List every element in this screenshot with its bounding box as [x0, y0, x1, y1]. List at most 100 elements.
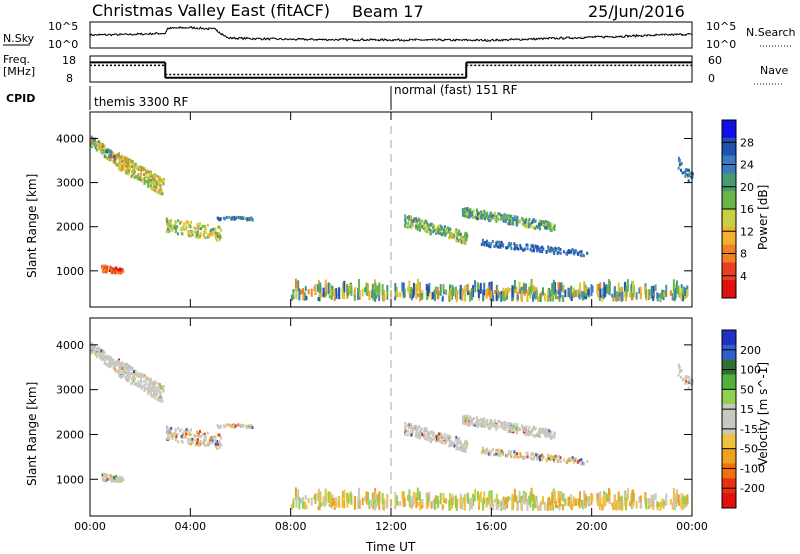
power-cell [542, 287, 545, 296]
power-cell [507, 217, 510, 221]
power-cell [497, 290, 500, 296]
power-cell [128, 165, 131, 169]
power-cell [219, 236, 222, 240]
velocity-cell [410, 495, 413, 503]
velocity-cell [157, 386, 160, 390]
velocity-cell [122, 368, 125, 372]
power-cell [234, 216, 237, 220]
velocity-cell [98, 354, 101, 358]
velocity-cell [432, 437, 435, 441]
nsky-label: N.Sky [3, 32, 35, 45]
velocity-cell [231, 424, 234, 428]
power-cell [461, 236, 464, 240]
velocity-cell [508, 450, 511, 454]
power-cell [432, 225, 435, 229]
nave-label: Nave [760, 64, 788, 77]
power-cell [504, 216, 507, 220]
nsky-line [89, 26, 691, 42]
power-cell [459, 232, 462, 236]
velocity-cell [686, 375, 689, 379]
power-cell [187, 221, 190, 225]
velocity-cell [519, 428, 522, 432]
power-cell [456, 229, 459, 233]
power-cell [497, 217, 500, 221]
velocity-cell [648, 497, 651, 506]
velocity-cell [140, 374, 143, 378]
velocity-cell [493, 452, 496, 456]
velocity-cell [147, 388, 150, 392]
power-cell [677, 156, 680, 160]
power-cell [492, 213, 495, 217]
power-cell [578, 293, 581, 300]
colorbar-tick-label: 15 [740, 403, 754, 416]
power-cell [465, 237, 468, 241]
velocity-cell [403, 497, 406, 506]
velocity-cell [481, 446, 484, 450]
power-cell [416, 227, 419, 231]
power-cell [408, 218, 411, 222]
velocity-cell [426, 499, 429, 510]
power-cell [476, 282, 479, 293]
velocity-cell [472, 494, 475, 507]
velocity-cell [562, 493, 565, 502]
power-cell [118, 155, 121, 159]
xtick-label: 08:00 [275, 520, 307, 533]
power-cell [409, 218, 412, 222]
velocity-cell [691, 379, 694, 383]
power-cell [375, 294, 378, 299]
velocity-cell [539, 502, 542, 511]
velocity-cell [170, 426, 173, 430]
power-cell [410, 215, 413, 219]
velocity-cell [673, 496, 676, 509]
velocity-cell [328, 503, 331, 507]
velocity-cell [461, 499, 464, 510]
power-cell [586, 288, 589, 293]
velocity-cell [570, 504, 573, 510]
velocity-cell [441, 504, 444, 509]
power-cell [403, 288, 406, 298]
power-cell [495, 292, 498, 302]
power-cell [203, 224, 206, 228]
velocity-cell [119, 479, 122, 483]
velocity-cell [465, 439, 468, 443]
velocity-cell [538, 429, 541, 433]
power-cell [652, 285, 655, 299]
velocity-cell [509, 452, 512, 456]
power-cell [514, 289, 517, 294]
power-cell [395, 286, 398, 295]
velocity-cell [158, 383, 161, 387]
power-cell [553, 227, 556, 231]
power-cell [109, 265, 112, 269]
velocity-cell [136, 371, 139, 375]
velocity-cell [122, 372, 125, 376]
velocity-cell [238, 424, 241, 428]
power-cell [343, 293, 346, 300]
power-cell [194, 230, 197, 234]
power-cell [643, 286, 646, 291]
velocity-cell [156, 398, 159, 402]
velocity-cell [317, 505, 320, 510]
velocity-cell [430, 440, 433, 444]
power-cell [553, 225, 556, 229]
power-cell [319, 285, 322, 292]
power-cell [148, 173, 151, 177]
velocity-cell [101, 478, 104, 482]
power-cell [178, 221, 181, 225]
velocity-cell [377, 494, 380, 505]
velocity-cell [546, 503, 549, 511]
velocity-cell [458, 447, 461, 451]
velocity-cell [554, 457, 557, 461]
velocity-cell [500, 450, 503, 454]
power-cell [517, 219, 520, 223]
velocity-cell [125, 378, 128, 382]
xtick-label: 04:00 [174, 520, 206, 533]
power-cell [162, 182, 165, 186]
velocity-cell [484, 422, 487, 426]
velocity-cell [307, 497, 310, 504]
velocity-cell [97, 346, 100, 350]
velocity-cell [125, 371, 128, 375]
power-cell [548, 290, 551, 296]
velocity-cell [166, 435, 169, 439]
power-cell [486, 217, 489, 221]
velocity-cell [656, 501, 659, 508]
